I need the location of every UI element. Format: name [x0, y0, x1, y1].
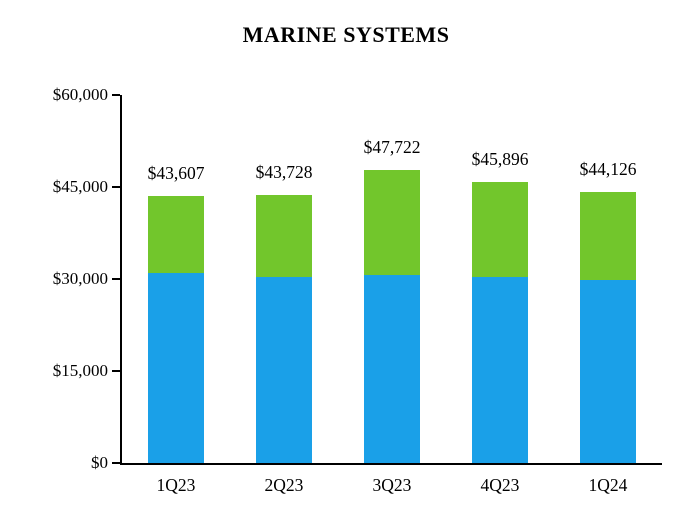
- bar-segment-lower-segment: [580, 279, 636, 463]
- y-tick-mark: [112, 278, 120, 280]
- bar-segment-lower-segment: [472, 277, 528, 463]
- y-tick-mark: [112, 370, 120, 372]
- x-tick-label: 1Q24: [588, 475, 628, 495]
- y-tick-mark: [112, 94, 120, 96]
- bar-segment-lower-segment: [364, 274, 420, 463]
- value-label: $44,126: [579, 159, 637, 180]
- y-tick-label: $60,000: [52, 85, 108, 104]
- bar-segment-lower-segment: [148, 273, 204, 463]
- bar-segment-upper-segment: [148, 195, 204, 274]
- plot-area: $0 $15,000 $30,000 $45,000 $60,000 $43,607 $4…: [53, 85, 662, 495]
- x-tick-label: 4Q23: [480, 475, 520, 495]
- value-label: $43,728: [255, 161, 313, 182]
- x-tick-label: 1Q23: [156, 475, 196, 495]
- bar-segment-upper-segment: [580, 192, 636, 280]
- y-tick-mark: [112, 462, 120, 464]
- y-tick-label: $30,000: [52, 269, 108, 288]
- y-tick-mark: [112, 186, 120, 188]
- value-label: $47,722: [363, 137, 421, 158]
- chart-title: MARINE SYSTEMS: [242, 22, 450, 47]
- x-tick-label: 3Q23: [372, 475, 412, 495]
- bar-segment-upper-segment: [364, 170, 420, 275]
- value-label: $45,896: [471, 148, 529, 169]
- bar-segment-upper-segment: [472, 181, 528, 278]
- value-label: $43,607: [147, 162, 205, 183]
- x-tick-label: 2Q23: [264, 475, 304, 495]
- y-tick-label: $45,000: [52, 177, 108, 196]
- bar-segment-upper-segment: [256, 194, 312, 277]
- y-tick-label: $15,000: [52, 361, 108, 380]
- bar-segment-lower-segment: [256, 276, 312, 463]
- y-tick-label: $0: [91, 453, 108, 472]
